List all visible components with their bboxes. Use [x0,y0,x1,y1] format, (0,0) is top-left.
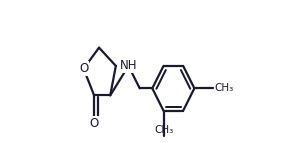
Text: CH₃: CH₃ [214,83,233,93]
Text: O: O [89,117,99,130]
Text: O: O [79,62,88,75]
Text: CH₃: CH₃ [154,125,173,135]
Text: NH: NH [120,59,137,72]
